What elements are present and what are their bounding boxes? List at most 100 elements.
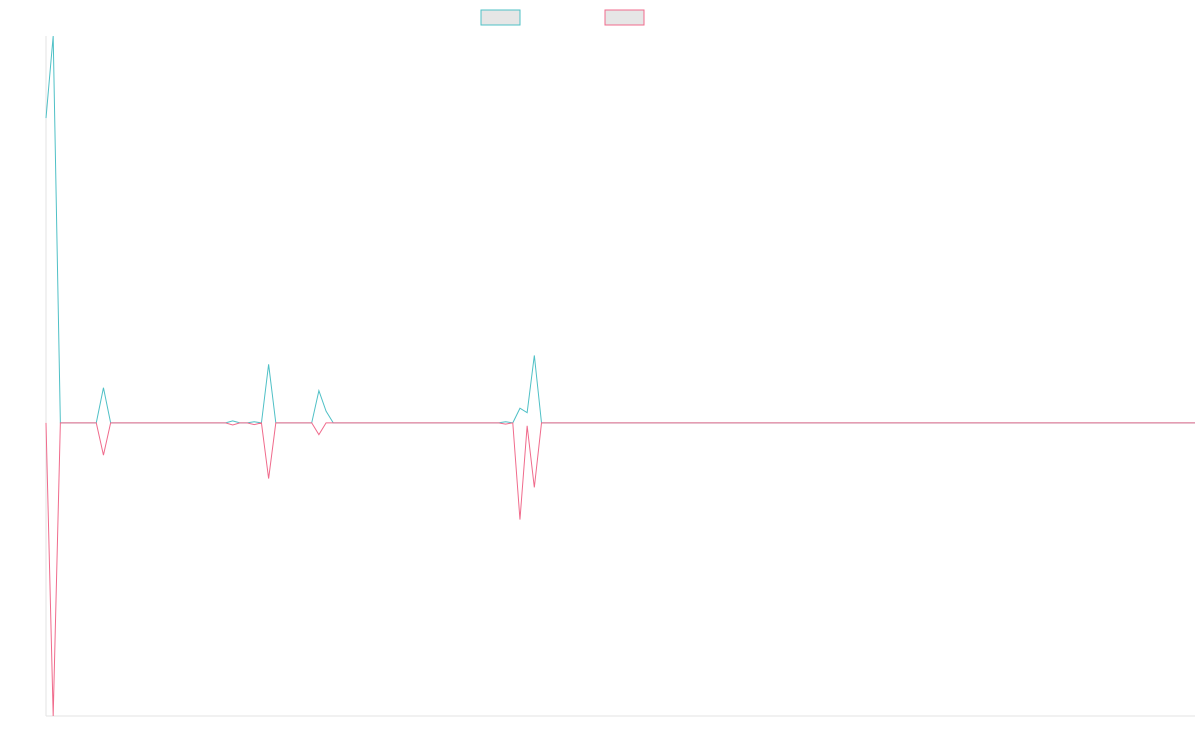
series-2-point — [835, 422, 836, 423]
series-2-point — [878, 422, 879, 423]
series-2-point — [103, 455, 104, 456]
series-2-point — [1044, 422, 1045, 423]
series-2-point — [448, 422, 449, 423]
series-1-point — [505, 421, 506, 422]
series-2-point — [922, 422, 923, 423]
series-2-point — [211, 422, 212, 423]
series-2-point — [60, 422, 61, 423]
series-2-point — [1029, 422, 1030, 423]
series-1-point — [268, 364, 269, 365]
series-2-point — [160, 422, 161, 423]
series-2-point — [656, 422, 657, 423]
series-2-point — [598, 422, 599, 423]
series-2-point — [1194, 422, 1195, 423]
series-2-point — [699, 422, 700, 423]
series-2-point — [268, 478, 269, 479]
series-2-point — [1036, 422, 1037, 423]
series-1-point — [53, 35, 54, 36]
series-2-point — [67, 422, 68, 423]
series-2-point — [1001, 422, 1002, 423]
legend-swatch-1[interactable] — [480, 9, 521, 26]
series-1-point — [103, 387, 104, 388]
series-2-point — [814, 422, 815, 423]
series-2-point — [720, 422, 721, 423]
series-2-point — [713, 422, 714, 423]
series-2-point — [239, 422, 240, 423]
series-1-point — [45, 117, 46, 118]
series-2-point — [936, 422, 937, 423]
series-2-point — [785, 422, 786, 423]
series-2-point — [562, 422, 563, 423]
series-2-point — [907, 422, 908, 423]
series-2-point — [254, 424, 255, 425]
series-2-point — [304, 422, 305, 423]
series-2-point — [1137, 422, 1138, 423]
series-2-point — [950, 422, 951, 423]
series-2-point — [182, 422, 183, 423]
series-2-point — [742, 422, 743, 423]
series-2-point — [333, 422, 334, 423]
series-2-point — [663, 422, 664, 423]
legend — [480, 9, 645, 26]
series-2-point — [45, 422, 46, 423]
series-2-point — [455, 422, 456, 423]
series-2-point — [807, 422, 808, 423]
series-2-point — [527, 425, 528, 426]
series-2-point — [340, 422, 341, 423]
series-2-point — [986, 422, 987, 423]
series-2-point — [232, 424, 233, 425]
series-2-point — [1065, 422, 1066, 423]
series-2-point — [1180, 422, 1181, 423]
series-2-point — [347, 422, 348, 423]
series-2-point — [124, 422, 125, 423]
series-2-point — [96, 422, 97, 423]
series-2-point — [1108, 422, 1109, 423]
axes — [45, 36, 1195, 717]
series-2-point — [261, 422, 262, 423]
series-2-point — [282, 422, 283, 423]
series-2-point — [677, 422, 678, 423]
series-2-point — [412, 422, 413, 423]
series-2-point — [1123, 422, 1124, 423]
series-2-point — [433, 422, 434, 423]
series-2-point — [404, 422, 405, 423]
series-2-point — [771, 422, 772, 423]
series-2-point — [735, 422, 736, 423]
series-2-point — [153, 422, 154, 423]
series-2-point — [1080, 422, 1081, 423]
series-2-point — [440, 422, 441, 423]
series-2-point — [972, 422, 973, 423]
series-2-point — [419, 422, 420, 423]
series-2-point — [491, 422, 492, 423]
series-2-point — [1130, 422, 1131, 423]
series-2-point — [857, 422, 858, 423]
series-2-point — [929, 422, 930, 423]
series-2-point — [1144, 422, 1145, 423]
series-2-point — [792, 422, 793, 423]
series-2-point — [1051, 422, 1052, 423]
series-1-point — [534, 355, 535, 356]
series-2-point — [390, 422, 391, 423]
series-2-point — [203, 422, 204, 423]
series-2-point — [591, 422, 592, 423]
series-2-point — [483, 422, 484, 423]
series-2-point — [1008, 422, 1009, 423]
series-2-point — [1022, 422, 1023, 423]
series-2-point — [297, 422, 298, 423]
series-2-point — [706, 422, 707, 423]
series-2-point — [81, 422, 82, 423]
series-2-point — [1115, 422, 1116, 423]
series-2-point — [756, 422, 757, 423]
series-1-point — [254, 421, 255, 422]
series-2-point — [993, 422, 994, 423]
series-2-point — [764, 422, 765, 423]
legend-swatch-2[interactable] — [604, 9, 645, 26]
series-2-point — [1187, 422, 1188, 423]
series-2-point — [146, 422, 147, 423]
series-1-point — [519, 408, 520, 409]
series-2-point — [843, 422, 844, 423]
series-line-2 — [45, 422, 1195, 717]
series-2-point — [871, 422, 872, 423]
series-2-point — [53, 715, 54, 716]
